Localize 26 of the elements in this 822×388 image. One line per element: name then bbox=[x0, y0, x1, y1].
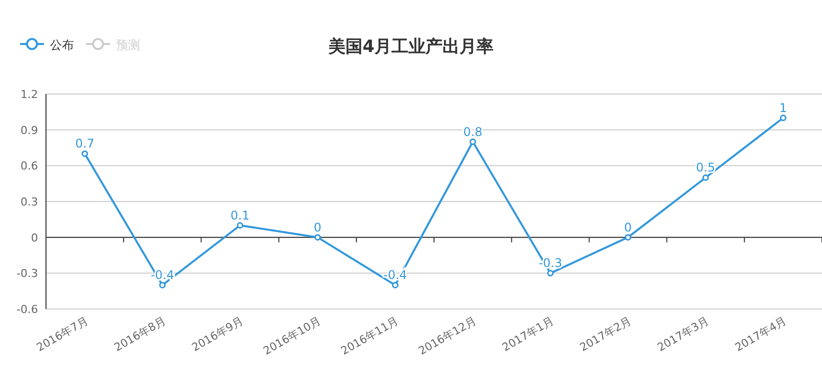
data-label: 0 bbox=[314, 220, 322, 234]
chart-title: 美国4月工业产出月率 bbox=[328, 37, 494, 57]
point bbox=[547, 270, 554, 276]
point bbox=[470, 138, 476, 146]
data-label: 1 bbox=[779, 100, 788, 115]
data-label: 0.8 bbox=[463, 124, 482, 139]
y-tick-label: 0.6 bbox=[20, 160, 38, 173]
point bbox=[314, 234, 321, 241]
point bbox=[702, 174, 709, 181]
point bbox=[780, 114, 786, 122]
point bbox=[624, 234, 632, 241]
y-tick-label: 0 bbox=[31, 231, 38, 244]
point bbox=[392, 282, 398, 288]
data-label: 0.5 bbox=[696, 160, 716, 175]
y-tick-label: -0.6 bbox=[16, 303, 38, 316]
legend-label: 公布 bbox=[50, 38, 74, 52]
point bbox=[82, 150, 88, 157]
point bbox=[159, 282, 166, 288]
y-tick-label: 0.9 bbox=[20, 124, 38, 137]
point bbox=[236, 222, 244, 229]
y-tick-label: -0.3 bbox=[16, 267, 38, 280]
data-label: 0 bbox=[624, 220, 632, 234]
data-label: 0.1 bbox=[230, 208, 250, 222]
y-tick-label: 1.2 bbox=[20, 88, 38, 101]
y-tick-label: 0.3 bbox=[20, 196, 38, 208]
data-label: 0.7 bbox=[75, 136, 94, 151]
